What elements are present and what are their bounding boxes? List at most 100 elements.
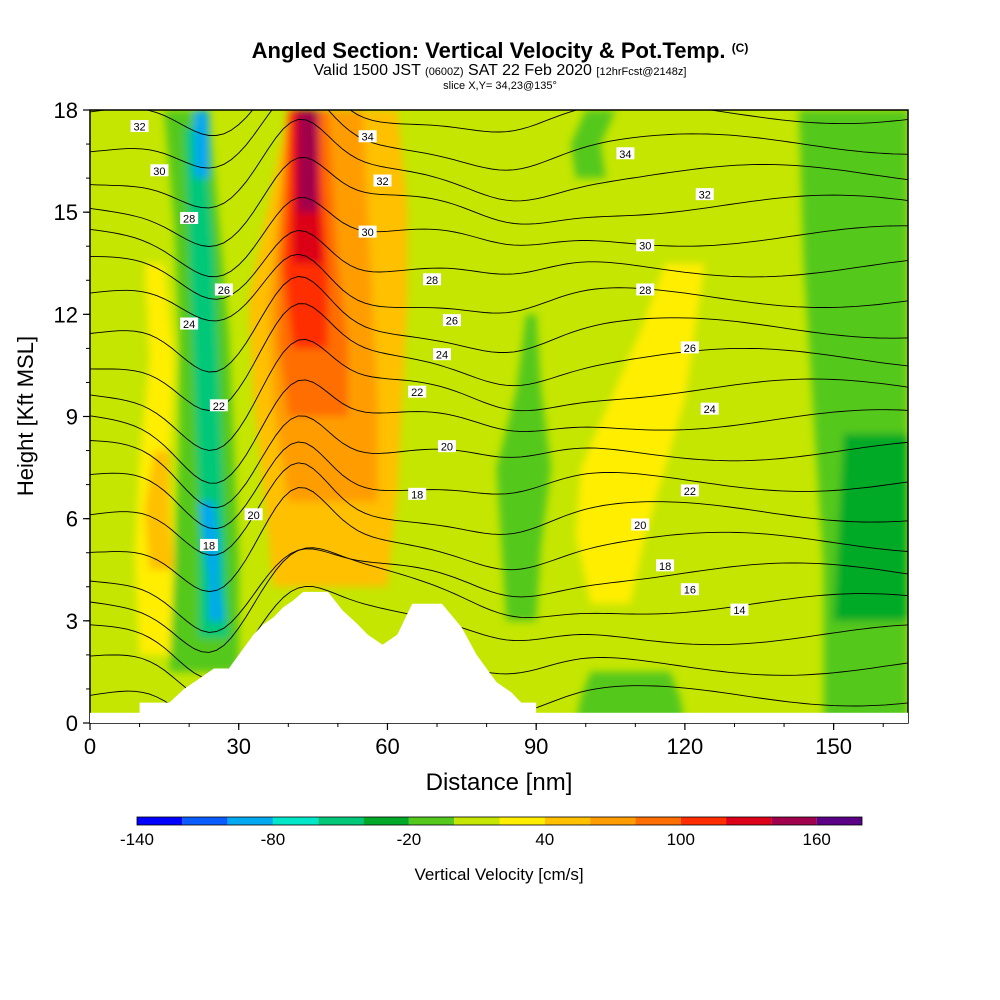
colorbar-swatch: [137, 817, 183, 825]
isentrope-lines: [90, 110, 908, 723]
isentrope-label: 16: [680, 583, 699, 597]
colorbar-swatch: [680, 817, 727, 825]
isentrope-label: 32: [373, 174, 392, 188]
isentrope-line: [90, 253, 908, 322]
isentrope-label-text: 24: [436, 350, 448, 362]
isentrope-label: 26: [214, 283, 233, 297]
x-tick-label: 60: [375, 734, 399, 759]
isentrope-line: [90, 197, 908, 278]
isentrope-label-text: 22: [411, 387, 423, 399]
isentrope-label: 30: [358, 225, 377, 239]
isentrope-labels: 32 30 28 26 24 22 20 18 34 32 30 28 26 24 22 20 18 34 32 30…: [130, 120, 749, 617]
isentrope-label-bg: [680, 583, 699, 596]
isentrope-label: 18: [199, 538, 218, 552]
colorbar-swatch: [408, 817, 455, 825]
isentrope-label: 18: [656, 559, 675, 573]
isentrope-label: 34: [358, 130, 377, 144]
cell-sink-east-core: [833, 433, 908, 621]
velocity-field: [90, 110, 908, 723]
y-tick-label: 18: [54, 98, 78, 123]
isentrope-label: 32: [695, 188, 714, 202]
colorbar-swatch: [227, 817, 273, 825]
isentrope-label-bg: [636, 239, 655, 252]
isentrope-line: [90, 415, 908, 509]
cell-down-mid: [184, 127, 229, 638]
isentrope-label: 30: [636, 239, 655, 253]
isentrope-label-text: 32: [699, 190, 711, 202]
colorbar-tick-label: -80: [261, 830, 286, 849]
isentrope-label: 28: [636, 283, 655, 297]
isentrope-label: 34: [616, 147, 635, 161]
isentrope-label-text: 32: [133, 122, 145, 134]
isentrope-label-text: 28: [639, 285, 651, 297]
isentrope-label-bg: [680, 341, 699, 354]
x-tick-label: 30: [226, 734, 250, 759]
isentrope-line: [90, 230, 908, 300]
isentrope-label: 32: [130, 120, 149, 134]
colorbar-swatch: [454, 817, 500, 825]
isentrope-line: [90, 462, 908, 556]
colorbar-swatch: [590, 817, 636, 825]
cell-down-core: [199, 501, 224, 621]
x-tick-label: 120: [667, 734, 704, 759]
isentrope-line: [90, 487, 908, 593]
chart-valid-time: Valid 1500 JST (0600Z) SAT 22 Feb 2020 […: [313, 62, 687, 79]
chart-title-block: Angled Section: Vertical Velocity & Pot.…: [0, 36, 1000, 93]
x-tick-label: 90: [524, 734, 548, 759]
colorbar-tick-label: 100: [667, 830, 695, 849]
isentrope-label-bg: [680, 484, 699, 497]
isentrope-label-text: 14: [733, 605, 745, 617]
isentrope-label-bg: [442, 314, 461, 327]
isentrope-label-text: 18: [659, 561, 671, 573]
colorbar-swatch: [816, 817, 862, 825]
isentrope-line: [90, 547, 908, 653]
colorbar-frame: [136, 816, 863, 826]
isentrope-label-bg: [373, 174, 392, 187]
isentrope-line: [90, 276, 908, 373]
chart-slice-info: slice X,Y= 34,23@135°: [443, 80, 557, 92]
isentrope-label-text: 22: [684, 486, 696, 498]
colorbar-swatch: [499, 817, 545, 825]
isentrope-label: 30: [150, 164, 169, 178]
isentrope-label: 24: [432, 348, 451, 362]
isentrope-label-bg: [180, 211, 199, 224]
isentrope-label-text: 26: [684, 343, 696, 355]
isentrope-label-bg: [700, 402, 719, 415]
isentrope-label-bg: [180, 317, 199, 330]
isentrope-label: 24: [180, 317, 199, 331]
terrain-mask: [139, 591, 537, 723]
isentrope-label: 22: [680, 484, 699, 498]
isentrope-line: [90, 157, 908, 247]
isentrope-label-bg: [214, 283, 233, 296]
y-tick-label: 12: [54, 302, 78, 327]
isentrope-line: [90, 379, 908, 484]
isentrope-label-text: 16: [684, 585, 696, 597]
isentrope-label: 24: [700, 402, 719, 416]
colorbar: -140 -80 -20 40 100 160: [120, 816, 863, 849]
colorbar-tick-label: 40: [535, 830, 554, 849]
isentrope-label: 14: [730, 603, 749, 617]
colorbar-tick-label: 160: [803, 830, 831, 849]
isentrope-label-text: 26: [446, 316, 458, 328]
isentrope-label-bg: [636, 283, 655, 296]
cell-rise-north: [575, 263, 705, 604]
isentrope-line: [90, 118, 908, 209]
colorbar-tick-label: -140: [120, 830, 154, 849]
cell-sink-upper: [570, 110, 616, 179]
isentrope-label: 20: [244, 508, 263, 522]
isentrope-label-text: 30: [153, 166, 165, 178]
x-axis: 0 30 60 90 120 150: [84, 723, 884, 759]
isentrope-label-text: 24: [704, 404, 716, 416]
isentrope-label-bg: [130, 120, 149, 133]
isentrope-label-text: 32: [376, 176, 388, 188]
isentrope-label-bg: [730, 603, 749, 616]
isentrope-line: [90, 110, 908, 171]
isentrope-line: [90, 548, 908, 633]
colorbar-tick-label: -20: [397, 830, 422, 849]
cell-sink-mid: [496, 314, 552, 621]
isentrope-label-bg: [631, 518, 650, 531]
isentrope-label-bg: [209, 399, 228, 412]
colorbar-swatch: [771, 817, 817, 825]
isentrope-label-text: 30: [361, 227, 373, 239]
isentrope-label-bg: [408, 487, 427, 500]
